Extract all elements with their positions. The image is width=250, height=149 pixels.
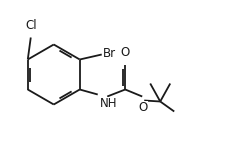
Text: NH: NH — [100, 97, 118, 110]
Text: O: O — [120, 46, 130, 59]
Text: Cl: Cl — [25, 19, 36, 32]
Text: O: O — [138, 100, 148, 114]
Text: Br: Br — [103, 47, 116, 60]
